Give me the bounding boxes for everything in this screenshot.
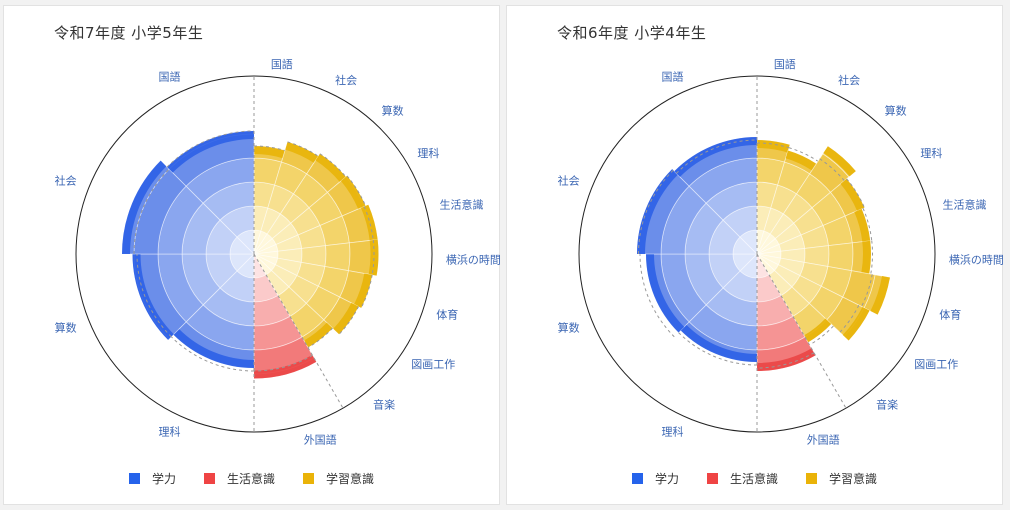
segment-study-7[interactable] <box>756 253 871 342</box>
legend-label-life: 生活意識 <box>226 472 275 486</box>
category-label: 横浜の時間 <box>446 253 501 267</box>
reference-arc <box>676 139 758 174</box>
legend-item-study[interactable]: 学習意識 <box>303 470 374 487</box>
legend-item-study[interactable]: 学習意識 <box>806 470 877 487</box>
category-label: 国語 <box>662 70 684 84</box>
segment-life-9[interactable] <box>756 252 817 372</box>
reference-arc <box>678 332 758 366</box>
category-label: 国語 <box>774 57 796 71</box>
segment-study-5[interactable] <box>756 240 872 275</box>
chart-legend: 学力 生活意識 学習意識 <box>4 470 499 487</box>
segment-ability-12[interactable] <box>636 168 758 255</box>
category-label: 生活意識 <box>942 197 986 211</box>
category-label: 図画工作 <box>411 358 455 371</box>
segment-study-2[interactable] <box>756 145 857 255</box>
reference-arc <box>839 304 860 333</box>
reference-arc <box>338 306 360 335</box>
chart-legend: 学力 生活意識 学習意識 <box>507 470 1002 487</box>
legend-label-study: 学習意識 <box>326 472 375 486</box>
legend-swatch-ability <box>128 473 140 484</box>
chart-title: 令和7年度 小学5年生 <box>54 24 204 42</box>
segment-study-7[interactable] <box>253 253 360 335</box>
category-label: 社会 <box>838 73 860 87</box>
reference-arc <box>360 274 373 309</box>
category-label: 算数 <box>558 320 580 334</box>
reference-arc <box>287 141 319 157</box>
category-label: 体育 <box>939 307 961 321</box>
chart-panel-2024: 令和6年度 小学4年生 国語 社会 算数 理科 生活意識 横浜の時間 体育 図画工作 音楽 外国語… <box>506 5 1004 505</box>
segment-ability-13[interactable] <box>673 136 758 255</box>
segment-study-6[interactable] <box>253 253 373 309</box>
reference-arc <box>846 178 865 208</box>
legend-swatch-study <box>303 473 314 484</box>
legend-label-ability: 学力 <box>654 472 679 486</box>
legend-item-ability[interactable]: 学力 <box>631 470 679 487</box>
outer-ring <box>75 75 433 433</box>
legend-item-ability[interactable]: 学力 <box>128 470 176 487</box>
chart-panel-2025: 令和7年度 小学5年生 国語 社会 算数 理科 生活意識 横浜の時間 体育 図画工作 音楽 外国語… <box>3 5 501 505</box>
legend-swatch-study <box>806 473 817 484</box>
legend-item-life[interactable]: 生活意識 <box>203 470 275 487</box>
reference-arc <box>371 240 375 275</box>
reference-arc <box>363 206 374 241</box>
segment-study-3[interactable] <box>756 178 865 255</box>
category-label: 社会 <box>558 174 580 188</box>
category-label: 国語 <box>159 70 181 84</box>
segment-ability-12[interactable] <box>121 160 255 255</box>
category-label: 算数 <box>55 320 77 334</box>
reference-arc <box>346 175 367 207</box>
legend-label-study: 学習意識 <box>829 472 878 486</box>
category-label: 社会 <box>335 73 357 87</box>
category-label: 算数 <box>382 104 404 118</box>
category-label: 生活意識 <box>439 197 483 211</box>
category-label: 社会 <box>55 174 77 188</box>
segment-ability-11[interactable] <box>645 253 758 334</box>
category-label: 理科 <box>159 424 181 438</box>
reference-arc <box>253 354 313 372</box>
legend-label-life: 生活意識 <box>729 472 778 486</box>
category-label: 外国語 <box>807 432 840 446</box>
legend-label-ability: 学力 <box>151 472 176 486</box>
category-label: 音楽 <box>373 398 395 412</box>
segment-study-8[interactable] <box>756 253 832 343</box>
segment-study-1[interactable] <box>253 141 319 255</box>
category-label: 横浜の時間 <box>949 253 1004 267</box>
legend-swatch-life <box>706 473 718 484</box>
category-label: 算数 <box>885 104 907 118</box>
category-label: 音楽 <box>876 398 898 412</box>
segment-ability-11[interactable] <box>132 253 255 341</box>
reference-arc <box>862 208 873 241</box>
segment-study-4[interactable] <box>253 204 379 255</box>
reference-arc <box>319 153 347 178</box>
reference-arc <box>756 352 815 369</box>
outer-ring <box>578 75 936 433</box>
category-label: 理科 <box>662 424 684 438</box>
legend-swatch-ability <box>631 473 643 484</box>
legend-swatch-life <box>203 473 215 484</box>
category-label: 国語 <box>271 57 293 71</box>
reference-arc <box>166 130 255 168</box>
reference-arc <box>819 158 845 182</box>
reference-arc <box>133 168 170 255</box>
legend-item-life[interactable]: 生活意識 <box>706 470 778 487</box>
category-label: 理科 <box>920 146 942 160</box>
reference-arc <box>870 240 873 275</box>
chart-title: 令和6年度 小学4年生 <box>557 24 707 42</box>
category-label: 図画工作 <box>914 358 958 371</box>
segment-study-3[interactable] <box>253 175 367 255</box>
category-label: 体育 <box>436 307 458 321</box>
reference-arc <box>861 274 873 307</box>
category-label: 理科 <box>417 146 439 160</box>
category-label: 外国語 <box>304 432 337 446</box>
